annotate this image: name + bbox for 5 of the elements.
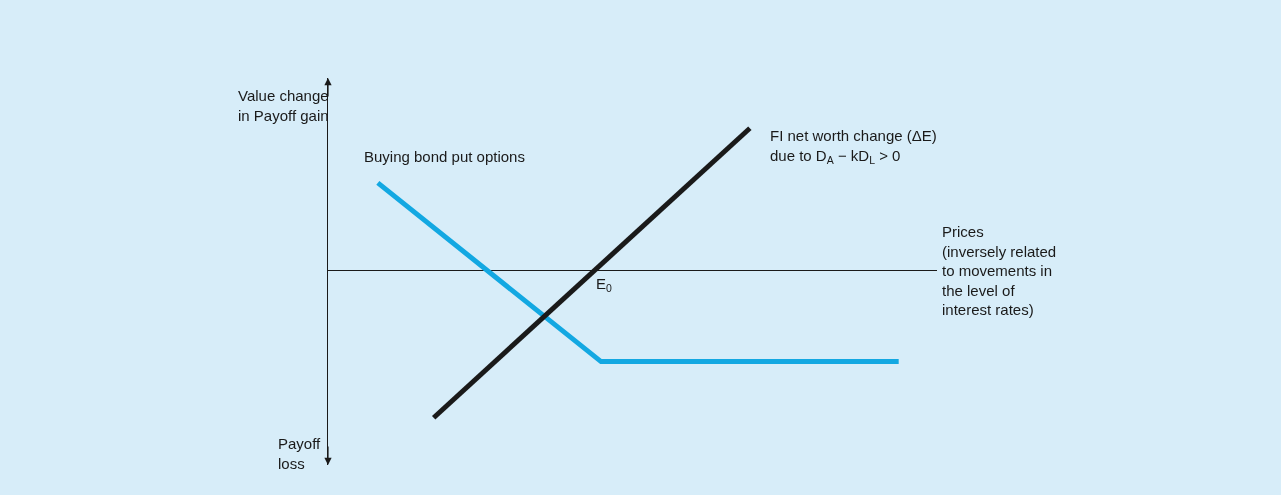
text: Payoff loss: [278, 435, 322, 472]
series-label: Buying bond put options: [364, 148, 525, 165]
series-label: FI net worth change (ΔE) due to D$_{A}$ − kD$_{L}$ > 0: [770, 127, 937, 166]
annotation: E$_{0}$: [596, 275, 613, 295]
text: Prices (inversely related to movements in the level of interest rates): [942, 223, 1057, 318]
